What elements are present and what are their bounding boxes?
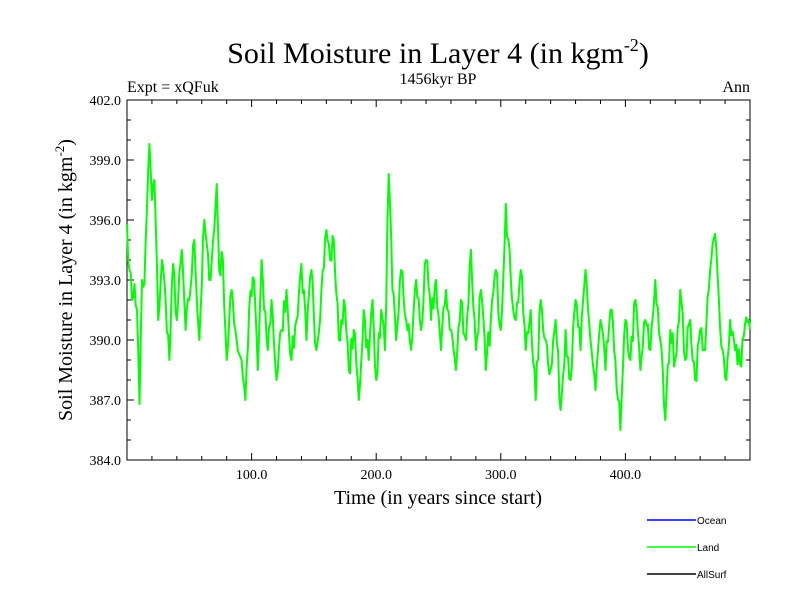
x-tick-label: 100.0: [236, 468, 268, 483]
chart-title-sup: -2: [624, 35, 639, 55]
chart-title-main: Soil Moisture in Layer 4 (in kgm: [227, 37, 624, 70]
series-line-land: [126, 143, 751, 431]
x-tick-label: 200.0: [360, 468, 392, 483]
y-tick-label: 384.0: [90, 454, 122, 469]
legend-label-land: Land: [697, 543, 719, 554]
legend-label-allsurf: AllSurf: [697, 570, 727, 581]
plot-frame: [126, 99, 751, 461]
series-group: [126, 143, 751, 431]
y-tick-label: 390.0: [90, 334, 122, 349]
y-axis-label: Soil Moisture in Layer 4 (in kgm-2): [52, 139, 77, 421]
legend: Ocean Land AllSurf: [647, 516, 727, 581]
experiment-label: Expt = xQFuk: [127, 79, 219, 96]
x-tick-label: 400.0: [610, 468, 642, 483]
y-axis-label-main: Soil Moisture in Layer 4 (in kgm: [55, 156, 77, 421]
legend-label-ocean: Ocean: [697, 516, 726, 527]
y-axis-label-sup: -2: [52, 146, 67, 157]
y-axis-label-close: ): [55, 139, 77, 146]
y-tick-label: 399.0: [90, 154, 122, 169]
season-label: Ann: [722, 79, 750, 96]
chart-subtitle: 1456kyr BP: [400, 71, 477, 88]
y-tick-label: 396.0: [90, 214, 122, 229]
y-axis-ticks: 384.0 387.0 390.0 393.0 396.0 399.0 402.0: [90, 94, 750, 469]
y-tick-label: 393.0: [90, 274, 122, 289]
x-axis-ticks: 100.0 200.0 300.0 400.0: [151, 100, 726, 483]
chart-title-close: ): [639, 37, 649, 70]
x-tick-label: 300.0: [485, 468, 517, 483]
chart-title: Soil Moisture in Layer 4 (in kgm-2): [227, 35, 649, 70]
y-tick-label: 387.0: [90, 394, 122, 409]
y-tick-label: 402.0: [90, 94, 122, 109]
x-axis-label: Time (in years since start): [334, 487, 542, 509]
